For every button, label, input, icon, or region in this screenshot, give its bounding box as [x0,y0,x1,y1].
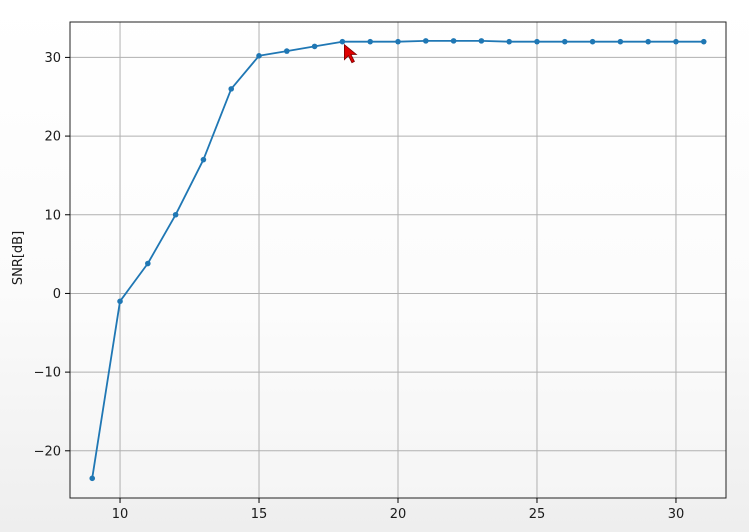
data-point [145,260,151,267]
data-point [284,48,290,54]
data-point [422,38,429,44]
series-layer [89,38,707,482]
data-point [673,38,679,45]
mouse-pointer-arrow-icon [344,43,358,64]
y-tick-label: 10 [44,208,61,223]
y-tick-label: 30 [44,51,61,66]
data-point [367,38,374,45]
data-point [117,298,123,305]
data-point [339,38,346,45]
y-tick-label: −10 [34,366,61,381]
x-tick-label: 15 [251,507,268,522]
grid-lines [70,22,726,498]
data-point [534,38,540,45]
data-point [589,38,596,45]
y-tick-label: 20 [44,130,61,145]
data-point [256,53,262,59]
x-tick-label: 30 [668,507,685,522]
cursor-arrow-shape [344,43,358,64]
x-tick-label: 20 [390,507,407,522]
data-point [478,38,485,44]
data-point [200,156,207,163]
y-axis-label: SNR[dB] [11,231,26,285]
y-tick-label: 0 [53,287,61,302]
data-point [172,211,179,218]
data-point [645,38,651,45]
data-point [561,38,568,45]
data-point [89,475,96,482]
tick-layer: 10 15 20 25 30 −20 −10 0 10 20 30 [34,51,685,522]
data-point [311,43,318,50]
data-point [700,38,707,45]
data-point [617,38,624,45]
x-tick-label: 10 [112,507,129,522]
x-tick-label: 25 [529,507,546,522]
data-point [450,38,457,44]
y-tick-label: −20 [34,444,61,459]
data-point [228,86,235,92]
data-point [395,38,401,45]
data-point [506,38,512,45]
